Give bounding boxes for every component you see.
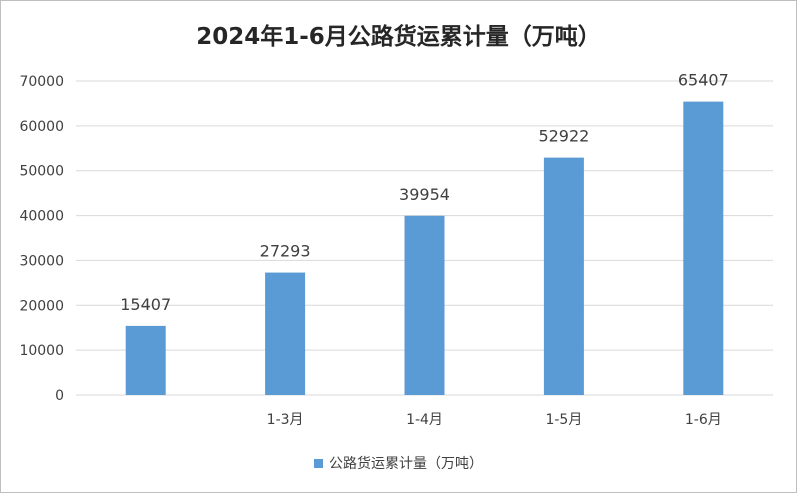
- data-label: 15407: [120, 295, 171, 314]
- legend-swatch: [314, 459, 323, 468]
- y-tick-label: 40000: [19, 209, 64, 225]
- chart-title: 2024年1-6月公路货运累计量（万吨）: [196, 24, 601, 50]
- bar: [404, 215, 445, 395]
- x-tick-label: 1-5月: [545, 412, 582, 428]
- legend: 公路货运累计量（万吨）: [1, 453, 796, 473]
- data-label: 27293: [260, 242, 311, 261]
- bar: [265, 272, 306, 395]
- y-tick-label: 30000: [19, 253, 64, 269]
- y-tick-label: 50000: [19, 164, 64, 180]
- y-tick-label: 0: [55, 388, 64, 404]
- x-tick-label: 1-3月: [267, 412, 304, 428]
- y-tick-label: 10000: [19, 343, 64, 359]
- data-label: 52922: [538, 127, 589, 146]
- x-tick-label: 1-6月: [685, 412, 722, 428]
- y-tick-label: 70000: [19, 74, 64, 90]
- data-label: 39954: [399, 185, 450, 204]
- data-label: 65407: [678, 71, 729, 90]
- bar: [125, 325, 166, 395]
- bar: [543, 157, 584, 395]
- legend-label: 公路货运累计量（万吨）: [329, 456, 483, 472]
- x-tick-label: 1-4月: [406, 412, 443, 428]
- y-tick-label: 60000: [19, 119, 64, 135]
- bar: [683, 101, 724, 396]
- y-tick-label: 20000: [19, 298, 64, 314]
